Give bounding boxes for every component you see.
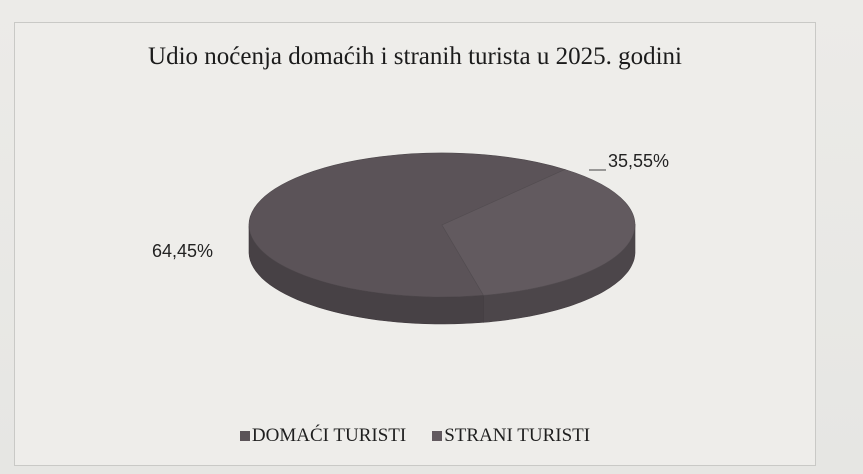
pie-label-layer: 64,45% 35,55% [152, 151, 669, 261]
legend-item-strani: STRANI TURISTI [432, 425, 590, 447]
pie-slice-domaci [248, 152, 566, 298]
legend-label-strani: STRANI TURISTI [444, 425, 591, 446]
legend-item-domaci: DOMAĆI TURISTI [239, 425, 407, 447]
chart-frame: Udio noćenja domaćih i stranih turista u… [14, 22, 816, 466]
chart-title: Udio noćenja domaćih i stranih turista u… [148, 43, 682, 70]
pie-top-layer [248, 152, 636, 298]
legend: DOMAĆI TURISTI STRANI TURISTI [15, 425, 815, 447]
pie-chart: 64,45% 35,55% [152, 151, 669, 325]
data-label-domaci: 64,45% [152, 241, 213, 261]
legend-label-domaci: DOMAĆI TURISTI [251, 425, 407, 446]
legend-swatch-strani [432, 431, 443, 441]
legend-swatch-domaci [239, 431, 250, 441]
pie-slice-strani [441, 169, 636, 296]
data-label-strani: 35,55% [608, 151, 669, 171]
